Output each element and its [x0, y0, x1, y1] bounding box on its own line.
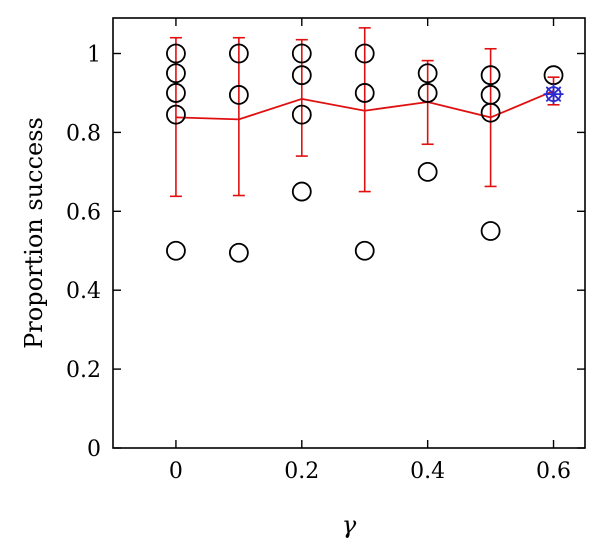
data-point — [354, 43, 375, 64]
data-point — [354, 83, 375, 103]
highlight-stroke — [545, 86, 562, 102]
data-point — [291, 181, 312, 202]
data-point — [166, 63, 186, 84]
data-point — [228, 43, 249, 64]
x-tick-label: 0.2 — [284, 459, 319, 484]
error-bars — [169, 27, 560, 198]
plot-area-frame — [112, 17, 586, 449]
mean-line — [175, 90, 554, 121]
data-point — [354, 240, 375, 261]
y-tick-label: 0.4 — [66, 279, 101, 304]
y-tick-label: 0.6 — [66, 200, 101, 225]
data-point — [166, 83, 186, 103]
x-axis-ticks: 0 0.2 0.4 0.6 — [169, 18, 571, 484]
data-point — [166, 240, 186, 261]
data-points — [166, 43, 564, 263]
data-point — [166, 43, 186, 64]
y-tick-label: 0 — [87, 437, 101, 462]
y-axis-label: Proportion success — [20, 117, 48, 349]
x-axis-label: γ — [342, 511, 357, 539]
x-tick-label: 0 — [169, 459, 183, 484]
y-tick-label: 0.2 — [66, 358, 101, 383]
data-point — [480, 221, 501, 241]
data-point — [228, 85, 249, 105]
data-point — [228, 242, 249, 263]
y-axis-ticks: 0 0.2 0.4 0.6 0.8 1 — [66, 43, 585, 462]
y-tick-label: 1 — [87, 43, 101, 68]
data-point — [417, 83, 438, 103]
data-point — [166, 104, 186, 125]
data-point — [480, 102, 501, 123]
data-point — [417, 161, 438, 182]
x-tick-label: 0.6 — [536, 459, 571, 484]
x-tick-label: 0.4 — [410, 459, 445, 484]
data-point — [480, 65, 501, 86]
data-point — [291, 104, 312, 125]
data-point — [291, 65, 312, 86]
data-point — [417, 63, 438, 84]
highlight-marker — [543, 84, 564, 105]
data-point — [291, 43, 312, 64]
y-tick-label: 0.8 — [66, 121, 101, 146]
